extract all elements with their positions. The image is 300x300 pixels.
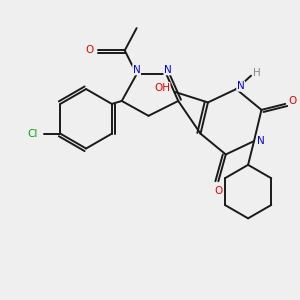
Text: H: H [253, 68, 261, 78]
Text: Cl: Cl [28, 129, 38, 139]
Text: N: N [133, 65, 140, 75]
Text: O: O [214, 186, 223, 196]
Text: N: N [164, 65, 172, 75]
Text: O: O [289, 96, 297, 106]
Text: O: O [85, 45, 94, 56]
Text: OH: OH [154, 82, 170, 93]
Text: N: N [237, 81, 244, 91]
Text: N: N [257, 136, 264, 146]
